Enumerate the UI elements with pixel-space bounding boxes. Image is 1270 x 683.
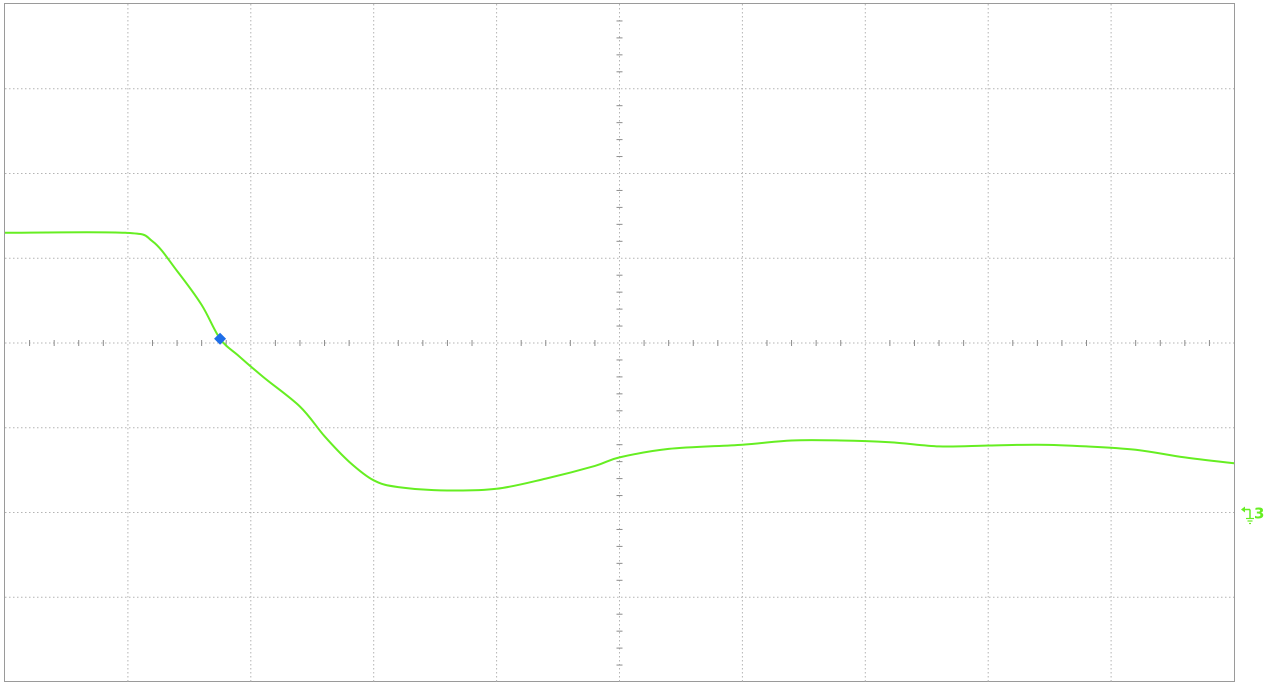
trigger-point-marker	[214, 332, 227, 345]
grid	[5, 4, 1234, 682]
waveform-line	[4, 231, 1235, 492]
waveform-series	[4, 231, 1235, 492]
channel-label: 3	[1254, 505, 1264, 523]
markers: 3	[214, 332, 1264, 525]
channel-arrow-icon	[1241, 506, 1245, 513]
